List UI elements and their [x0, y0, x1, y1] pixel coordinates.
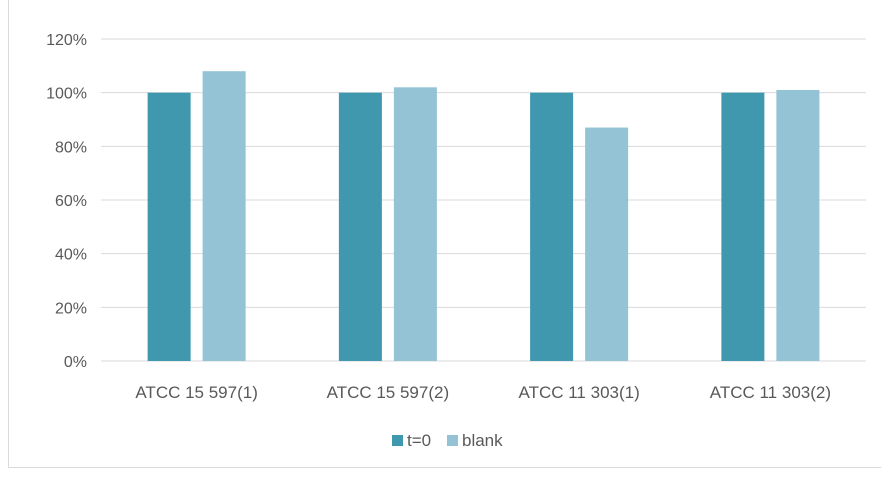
x-tick-label: ATCC 15 597(2) [327, 383, 450, 402]
bar-t0-2 [530, 92, 574, 362]
chart-frame: 0% 20% 40% 60% 80% 100% 120% ATCC 15 597(1) ATC… [8, 0, 881, 468]
legend-label: t=0 [407, 431, 431, 450]
y-tick-label: 120% [46, 32, 87, 49]
x-tick-label: ATCC 15 597(1) [135, 383, 258, 402]
legend-swatch [447, 435, 458, 446]
legend-label: blank [462, 431, 503, 450]
bar-t0-0 [147, 92, 191, 362]
y-tick-label: 0% [64, 354, 87, 371]
legend-swatch [392, 435, 403, 446]
bar-blank-2 [585, 127, 629, 361]
bar-chart: 0%20%40%60%80%100%120% ATCC 15 597(1) ATC… [46, 32, 866, 450]
x-axis-tick-labels: ATCC 15 597(1) ATCC 15 597(2) ATCC 11 303(… [135, 383, 831, 402]
bar-blank-1 [393, 87, 437, 362]
bars [147, 71, 820, 362]
y-tick-label: 20% [55, 300, 87, 317]
y-tick-label: 80% [55, 139, 87, 156]
x-tick-label: ATCC 11 303(1) [519, 383, 640, 402]
y-tick-label: 100% [46, 86, 87, 103]
bar-t0-1 [338, 92, 382, 362]
legend: t=0 blank [392, 431, 503, 450]
y-axis-tick-labels: 0% 20% 40% 60% 80% 100% 120% [46, 32, 87, 371]
y-tick-label: 40% [55, 247, 87, 264]
x-tick-label: ATCC 11 303(2) [710, 383, 831, 402]
bar-t0-3 [721, 92, 765, 362]
y-tick-label: 60% [55, 193, 87, 210]
bar-blank-0 [202, 71, 246, 361]
bar-blank-3 [776, 89, 820, 361]
